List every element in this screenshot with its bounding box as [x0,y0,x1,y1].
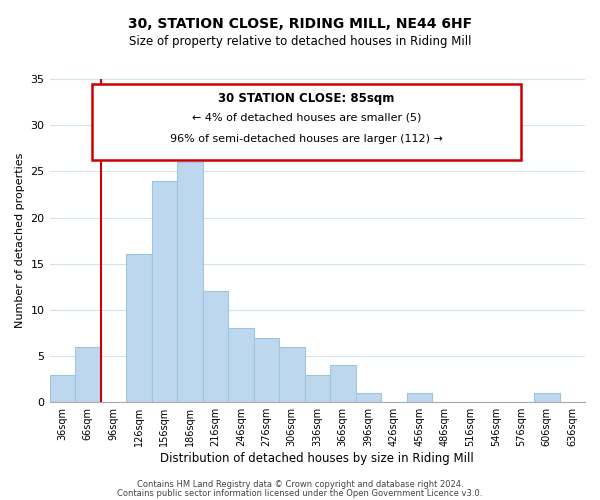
Bar [407,393,432,402]
Bar [279,347,305,402]
Text: Contains public sector information licensed under the Open Government Licence v3: Contains public sector information licen… [118,488,482,498]
Text: 30 STATION CLOSE: 85sqm: 30 STATION CLOSE: 85sqm [218,92,395,105]
Text: Size of property relative to detached houses in Riding Mill: Size of property relative to detached ho… [129,35,471,48]
FancyBboxPatch shape [92,84,521,160]
Text: ← 4% of detached houses are smaller (5): ← 4% of detached houses are smaller (5) [192,112,421,122]
Bar [305,374,330,402]
Text: Contains HM Land Registry data © Crown copyright and database right 2024.: Contains HM Land Registry data © Crown c… [137,480,463,489]
Bar [75,347,101,402]
Bar [177,162,203,402]
Text: 30, STATION CLOSE, RIDING MILL, NE44 6HF: 30, STATION CLOSE, RIDING MILL, NE44 6HF [128,18,472,32]
Bar [50,374,75,402]
Text: 96% of semi-detached houses are larger (112) →: 96% of semi-detached houses are larger (… [170,134,443,144]
Bar [203,292,228,402]
Bar [228,328,254,402]
Bar [534,393,560,402]
Bar [126,254,152,402]
Y-axis label: Number of detached properties: Number of detached properties [15,153,25,328]
Bar [356,393,381,402]
Bar [330,366,356,402]
Bar [152,180,177,402]
X-axis label: Distribution of detached houses by size in Riding Mill: Distribution of detached houses by size … [160,452,474,465]
Bar [254,338,279,402]
